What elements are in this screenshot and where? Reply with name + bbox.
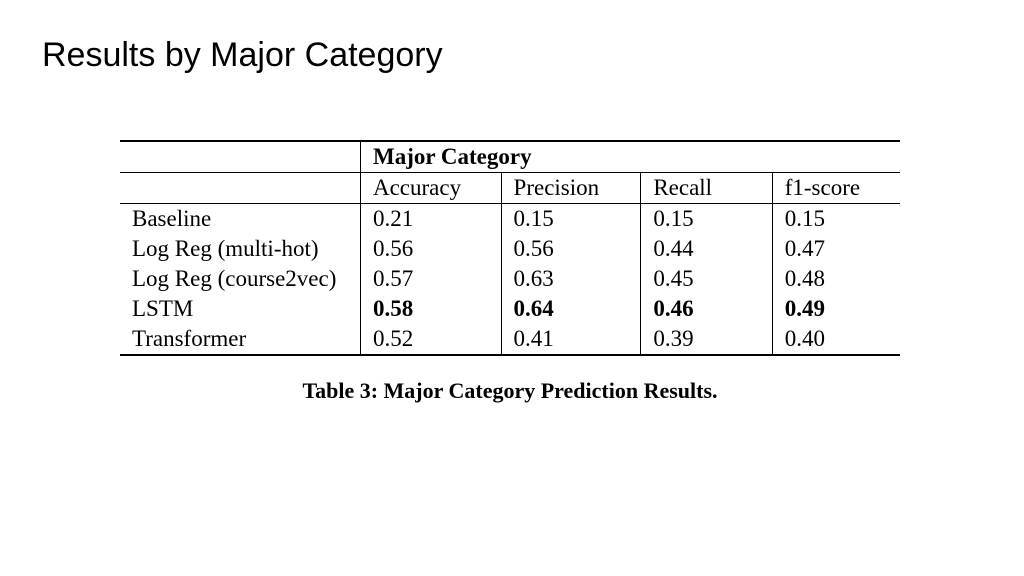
cell: 0.15 [501, 204, 641, 235]
table-caption: Table 3: Major Category Prediction Resul… [120, 378, 900, 404]
results-table: Major Category Accuracy Precision Recall… [120, 140, 900, 356]
cell: 0.39 [641, 324, 772, 355]
row-label: Transformer [120, 324, 360, 355]
cell: 0.58 [360, 294, 501, 324]
cell: 0.47 [772, 234, 900, 264]
cell: 0.63 [501, 264, 641, 294]
table-group-header-row: Major Category [120, 141, 900, 173]
column-header: Accuracy [360, 173, 501, 204]
table-empty-header-cell [120, 173, 360, 204]
cell: 0.56 [501, 234, 641, 264]
cell: 0.56 [360, 234, 501, 264]
row-label: Log Reg (multi-hot) [120, 234, 360, 264]
cell: 0.40 [772, 324, 900, 355]
cell: 0.52 [360, 324, 501, 355]
cell: 0.15 [772, 204, 900, 235]
table-row: Baseline 0.21 0.15 0.15 0.15 [120, 204, 900, 235]
cell: 0.15 [641, 204, 772, 235]
table-row: LSTM 0.58 0.64 0.46 0.49 [120, 294, 900, 324]
row-label: Log Reg (course2vec) [120, 264, 360, 294]
cell: 0.21 [360, 204, 501, 235]
cell: 0.49 [772, 294, 900, 324]
column-header: f1-score [772, 173, 900, 204]
column-header: Recall [641, 173, 772, 204]
column-header: Precision [501, 173, 641, 204]
row-label: Baseline [120, 204, 360, 235]
table-empty-corner [120, 141, 360, 173]
cell: 0.45 [641, 264, 772, 294]
table-row: Transformer 0.52 0.41 0.39 0.40 [120, 324, 900, 355]
cell: 0.64 [501, 294, 641, 324]
slide-title: Results by Major Category [42, 36, 443, 75]
table-column-header-row: Accuracy Precision Recall f1-score [120, 173, 900, 204]
cell: 0.46 [641, 294, 772, 324]
row-label: LSTM [120, 294, 360, 324]
table-row: Log Reg (multi-hot) 0.56 0.56 0.44 0.47 [120, 234, 900, 264]
cell: 0.41 [501, 324, 641, 355]
results-table-container: Major Category Accuracy Precision Recall… [120, 140, 900, 404]
cell: 0.57 [360, 264, 501, 294]
cell: 0.48 [772, 264, 900, 294]
table-row: Log Reg (course2vec) 0.57 0.63 0.45 0.48 [120, 264, 900, 294]
table-group-header: Major Category [360, 141, 900, 173]
cell: 0.44 [641, 234, 772, 264]
